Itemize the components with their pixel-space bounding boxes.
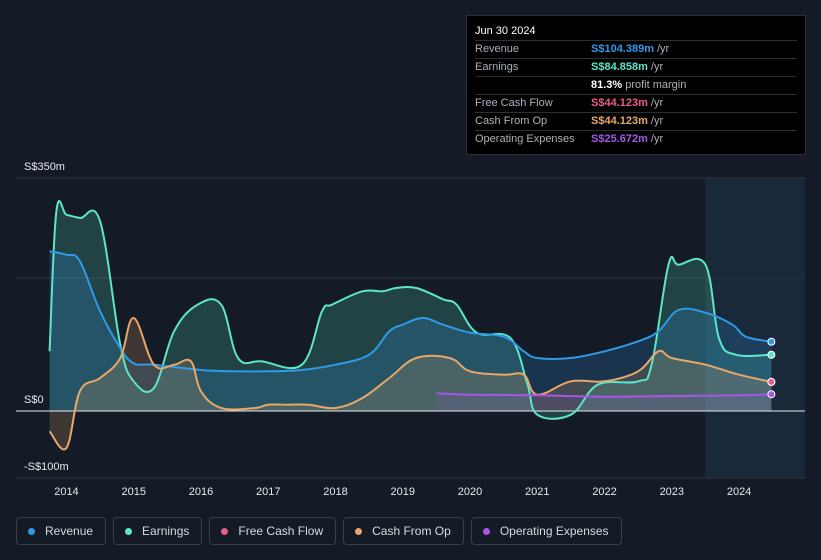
x-tick-2017: 2017 xyxy=(256,486,280,498)
tooltip-row: 81.3% profit margin xyxy=(475,77,797,95)
tooltip-row: Earnings S$84.858m/yr xyxy=(475,59,797,77)
tooltip-row: Revenue S$104.389m/yr xyxy=(475,41,797,59)
legend-dot-icon xyxy=(482,527,490,535)
tooltip-row: Cash From Op S$44.123m/yr xyxy=(475,113,797,131)
tooltip-row-unit: /yr xyxy=(650,133,664,145)
tooltip-row-label: Free Cash Flow xyxy=(475,97,553,109)
x-tick-2018: 2018 xyxy=(323,486,347,498)
tooltip-row-unit: profit margin xyxy=(625,79,687,91)
cash-from-op-line xyxy=(48,317,772,451)
y-label-top: S$350m xyxy=(24,161,65,173)
tooltip-row-label: Cash From Op xyxy=(475,115,548,127)
legend-item-cash-from-op[interactable]: Cash From Op xyxy=(343,517,464,545)
tooltip: Jun 30 2024 Revenue S$104.389m/yr Earnings… xyxy=(466,15,806,155)
tooltip-row-value: 81.3% xyxy=(591,79,623,91)
tooltip-row-value: S$104.389m xyxy=(591,43,654,55)
tooltip-row-label: Operating Expenses xyxy=(475,133,575,145)
legend-label: Cash From Op xyxy=(372,524,451,538)
tooltip-row-unit: /yr xyxy=(650,97,664,109)
revenue-line xyxy=(49,250,772,373)
earnings-line xyxy=(48,200,772,420)
tooltip-row-value: S$44.123m xyxy=(591,97,648,109)
legend-item-revenue[interactable]: Revenue xyxy=(16,517,107,545)
x-tick-2021: 2021 xyxy=(525,486,549,498)
legend-label: Operating Expenses xyxy=(499,524,609,538)
y-label-bottom: -S$100m xyxy=(24,461,69,473)
revenue-end-marker xyxy=(767,337,776,346)
earnings-area xyxy=(49,200,772,419)
tooltip-row-label xyxy=(475,77,591,94)
x-tick-2023: 2023 xyxy=(660,486,684,498)
cash-from-op-area xyxy=(49,317,772,450)
tooltip-row-unit: /yr xyxy=(657,43,670,55)
x-tick-2014: 2014 xyxy=(54,486,78,498)
x-axis-ticks: 2014 2015 2016 2017 2018 2019 2020 2021 2022 2023… xyxy=(54,486,751,498)
operating-expenses-end-marker xyxy=(767,390,776,399)
legend-dot-icon xyxy=(125,527,133,535)
x-tick-2019: 2019 xyxy=(391,486,415,498)
legend-label: Earnings xyxy=(142,524,190,538)
tooltip-row-value: S$84.858m xyxy=(591,61,648,73)
legend-item-operating-expenses[interactable]: Operating Expenses xyxy=(470,517,622,545)
chart-area: S$350m S$0 -S$100m 2014 2015 2016 2017 2018 2… xyxy=(16,161,805,498)
tooltip-date: Jun 30 2024 xyxy=(475,22,797,41)
tooltip-row: Operating Expenses S$25.672m/yr xyxy=(475,131,797,148)
series-lines xyxy=(48,200,772,451)
tooltip-row-value: S$44.123m xyxy=(591,115,648,127)
tooltip-row-unit: /yr xyxy=(650,61,664,73)
x-tick-2016: 2016 xyxy=(189,486,213,498)
series-end-markers xyxy=(767,337,776,399)
legend-dot-icon xyxy=(355,527,363,535)
legend-dot-icon xyxy=(221,527,229,535)
tooltip-row: Free Cash Flow S$44.123m/yr xyxy=(475,95,797,113)
legend-dot-icon xyxy=(28,527,35,535)
x-tick-2022: 2022 xyxy=(592,486,616,498)
tooltip-row-unit: /yr xyxy=(650,115,664,127)
x-tick-2015: 2015 xyxy=(121,486,145,498)
legend-label: Free Cash Flow xyxy=(238,524,324,538)
operating-expenses-line xyxy=(436,392,772,398)
x-tick-2020: 2020 xyxy=(458,486,482,498)
tooltip-row-label: Earnings xyxy=(475,61,519,73)
forecast-shade xyxy=(705,178,805,478)
y-label-zero: S$0 xyxy=(24,394,44,406)
legend-label: Revenue xyxy=(45,524,94,538)
legend: Revenue Earnings Free Cash Flow Cash From O… xyxy=(16,517,622,545)
x-tick-2024: 2024 xyxy=(727,486,751,498)
legend-item-free-cash-flow[interactable]: Free Cash Flow xyxy=(209,517,337,545)
earnings-end-marker xyxy=(767,350,776,359)
tooltip-row-value: S$25.672m xyxy=(591,133,648,145)
tooltip-row-label: Revenue xyxy=(475,43,520,55)
free-cash-flow-end-marker xyxy=(767,377,776,386)
operating-expenses-area xyxy=(436,393,772,412)
legend-item-earnings[interactable]: Earnings xyxy=(113,517,203,545)
